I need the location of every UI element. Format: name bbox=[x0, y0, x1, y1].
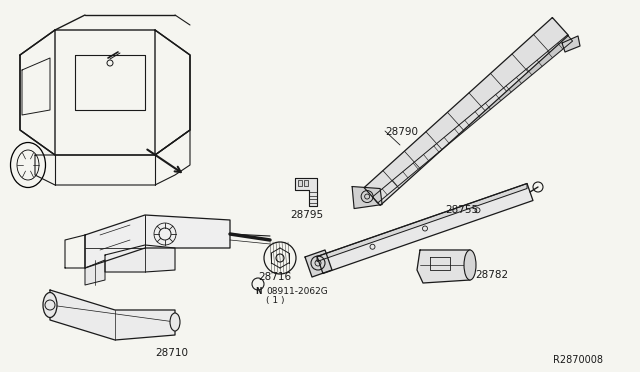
Polygon shape bbox=[417, 250, 473, 283]
Polygon shape bbox=[317, 183, 533, 273]
Text: 28755: 28755 bbox=[445, 205, 478, 215]
Text: R2870008: R2870008 bbox=[553, 355, 603, 365]
Text: 28782: 28782 bbox=[475, 270, 508, 280]
Ellipse shape bbox=[43, 292, 57, 317]
Text: 28710: 28710 bbox=[155, 348, 188, 358]
Bar bbox=[304, 180, 308, 186]
Ellipse shape bbox=[170, 313, 180, 331]
Polygon shape bbox=[364, 17, 568, 205]
Polygon shape bbox=[20, 30, 190, 155]
Polygon shape bbox=[105, 245, 175, 272]
Polygon shape bbox=[352, 186, 382, 209]
Polygon shape bbox=[305, 250, 332, 277]
Text: 28790: 28790 bbox=[385, 127, 418, 137]
Polygon shape bbox=[85, 215, 230, 268]
Polygon shape bbox=[85, 260, 105, 285]
Text: ( 1 ): ( 1 ) bbox=[266, 296, 285, 305]
Text: 28716: 28716 bbox=[258, 272, 291, 282]
Ellipse shape bbox=[464, 250, 476, 280]
Polygon shape bbox=[562, 36, 580, 52]
Polygon shape bbox=[372, 35, 573, 203]
Bar bbox=[298, 180, 302, 186]
Polygon shape bbox=[50, 290, 175, 340]
Polygon shape bbox=[317, 183, 527, 262]
Text: 08911-2062G: 08911-2062G bbox=[266, 287, 328, 296]
Text: 28795: 28795 bbox=[290, 210, 323, 220]
Polygon shape bbox=[295, 178, 317, 206]
Text: N: N bbox=[255, 288, 262, 296]
